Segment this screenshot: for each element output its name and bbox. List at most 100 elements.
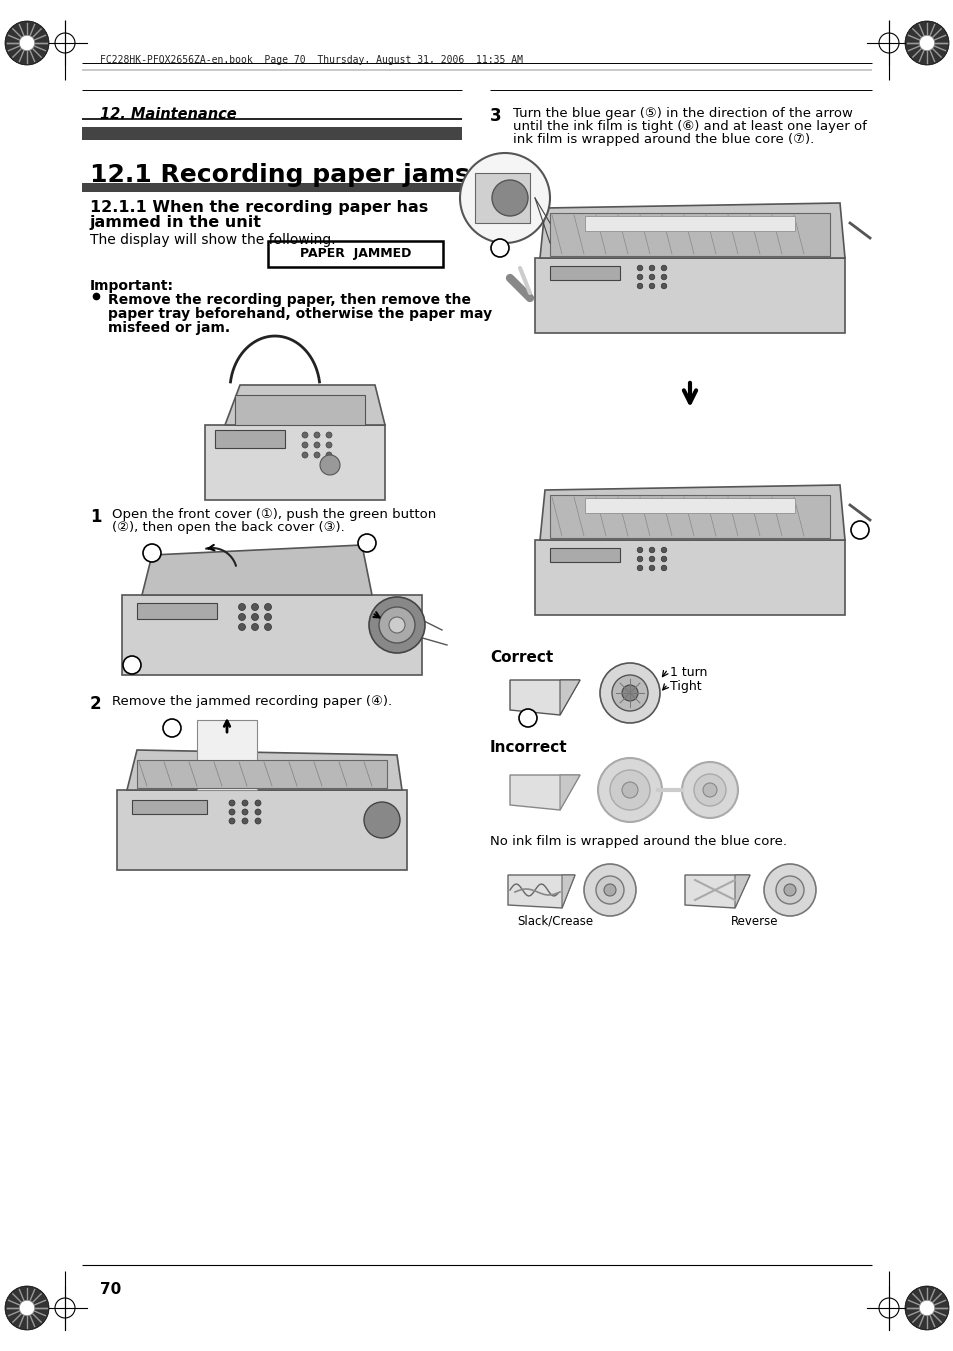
Polygon shape bbox=[507, 875, 575, 908]
Circle shape bbox=[649, 265, 654, 270]
Text: 3: 3 bbox=[148, 549, 155, 559]
Circle shape bbox=[252, 624, 258, 631]
Text: Turn the blue gear (⑤) in the direction of the arrow: Turn the blue gear (⑤) in the direction … bbox=[513, 107, 852, 120]
Circle shape bbox=[621, 685, 638, 701]
Circle shape bbox=[264, 624, 272, 631]
Circle shape bbox=[681, 762, 738, 817]
Circle shape bbox=[637, 565, 642, 571]
Text: jammed in the unit: jammed in the unit bbox=[90, 215, 262, 230]
Text: 6: 6 bbox=[855, 526, 863, 536]
Text: Slack/Crease: Slack/Crease bbox=[517, 915, 593, 928]
Circle shape bbox=[326, 453, 332, 458]
Text: 2: 2 bbox=[90, 694, 102, 713]
Circle shape bbox=[637, 547, 642, 553]
Circle shape bbox=[254, 800, 261, 807]
Circle shape bbox=[637, 284, 642, 289]
Text: 5: 5 bbox=[496, 245, 503, 254]
Circle shape bbox=[598, 758, 661, 821]
Bar bbox=[122, 594, 421, 676]
Circle shape bbox=[919, 35, 934, 51]
Circle shape bbox=[264, 604, 272, 611]
Circle shape bbox=[660, 284, 666, 289]
Bar bbox=[550, 213, 829, 255]
Circle shape bbox=[369, 597, 424, 653]
Circle shape bbox=[637, 274, 642, 280]
Circle shape bbox=[649, 274, 654, 280]
Circle shape bbox=[229, 800, 234, 807]
Bar bbox=[550, 549, 619, 562]
Circle shape bbox=[364, 802, 399, 838]
Bar bbox=[550, 494, 829, 538]
Circle shape bbox=[660, 565, 666, 571]
Text: (②), then open the back cover (③).: (②), then open the back cover (③). bbox=[112, 521, 344, 534]
Circle shape bbox=[603, 884, 616, 896]
Bar bbox=[234, 394, 365, 426]
Circle shape bbox=[492, 180, 527, 216]
Circle shape bbox=[314, 442, 319, 449]
Circle shape bbox=[242, 817, 248, 824]
Bar bbox=[535, 258, 844, 332]
Circle shape bbox=[302, 432, 308, 438]
Polygon shape bbox=[734, 875, 749, 908]
Circle shape bbox=[238, 604, 245, 611]
Circle shape bbox=[378, 607, 415, 643]
Circle shape bbox=[637, 265, 642, 270]
Circle shape bbox=[143, 544, 161, 562]
Text: 2: 2 bbox=[363, 539, 371, 549]
Circle shape bbox=[389, 617, 405, 634]
Circle shape bbox=[242, 800, 248, 807]
Text: Remove the jammed recording paper (④).: Remove the jammed recording paper (④). bbox=[112, 694, 392, 708]
Text: paper tray beforehand, otherwise the paper may: paper tray beforehand, otherwise the pap… bbox=[108, 307, 492, 322]
Circle shape bbox=[660, 557, 666, 562]
Circle shape bbox=[264, 613, 272, 620]
Bar bbox=[137, 603, 216, 619]
Circle shape bbox=[326, 432, 332, 438]
Circle shape bbox=[621, 782, 638, 798]
Bar bbox=[82, 127, 461, 141]
Circle shape bbox=[19, 1300, 34, 1316]
Circle shape bbox=[693, 774, 725, 807]
Polygon shape bbox=[561, 875, 575, 908]
Polygon shape bbox=[142, 544, 372, 594]
Circle shape bbox=[850, 521, 868, 539]
Circle shape bbox=[660, 265, 666, 270]
Text: 7: 7 bbox=[523, 713, 532, 724]
Circle shape bbox=[612, 676, 647, 711]
Circle shape bbox=[254, 809, 261, 815]
Circle shape bbox=[649, 565, 654, 571]
Circle shape bbox=[238, 613, 245, 620]
Circle shape bbox=[649, 284, 654, 289]
Circle shape bbox=[163, 719, 181, 738]
Text: Incorrect: Incorrect bbox=[490, 740, 567, 755]
Polygon shape bbox=[510, 680, 579, 715]
Circle shape bbox=[302, 453, 308, 458]
Polygon shape bbox=[539, 485, 844, 540]
Bar bbox=[535, 540, 844, 615]
Circle shape bbox=[314, 432, 319, 438]
Circle shape bbox=[609, 770, 649, 811]
Circle shape bbox=[637, 557, 642, 562]
Text: misfeed or jam.: misfeed or jam. bbox=[108, 322, 230, 335]
Circle shape bbox=[599, 663, 659, 723]
Text: The display will show the following.: The display will show the following. bbox=[90, 232, 335, 247]
Circle shape bbox=[649, 547, 654, 553]
Circle shape bbox=[5, 1286, 49, 1329]
Circle shape bbox=[238, 624, 245, 631]
Bar bbox=[584, 216, 794, 231]
Circle shape bbox=[919, 1300, 934, 1316]
Circle shape bbox=[660, 547, 666, 553]
Circle shape bbox=[123, 657, 141, 674]
Circle shape bbox=[518, 709, 537, 727]
Text: ink film is wrapped around the blue core (⑦).: ink film is wrapped around the blue core… bbox=[513, 132, 814, 146]
Circle shape bbox=[459, 153, 550, 243]
Text: 12.1.1 When the recording paper has: 12.1.1 When the recording paper has bbox=[90, 200, 428, 215]
Text: 1: 1 bbox=[128, 661, 135, 671]
Circle shape bbox=[229, 809, 234, 815]
Text: Tight: Tight bbox=[669, 680, 700, 693]
Circle shape bbox=[254, 817, 261, 824]
Circle shape bbox=[904, 22, 948, 65]
Polygon shape bbox=[684, 875, 749, 908]
Circle shape bbox=[357, 534, 375, 553]
Text: No ink film is wrapped around the blue core.: No ink film is wrapped around the blue c… bbox=[490, 835, 786, 848]
Circle shape bbox=[319, 455, 339, 476]
